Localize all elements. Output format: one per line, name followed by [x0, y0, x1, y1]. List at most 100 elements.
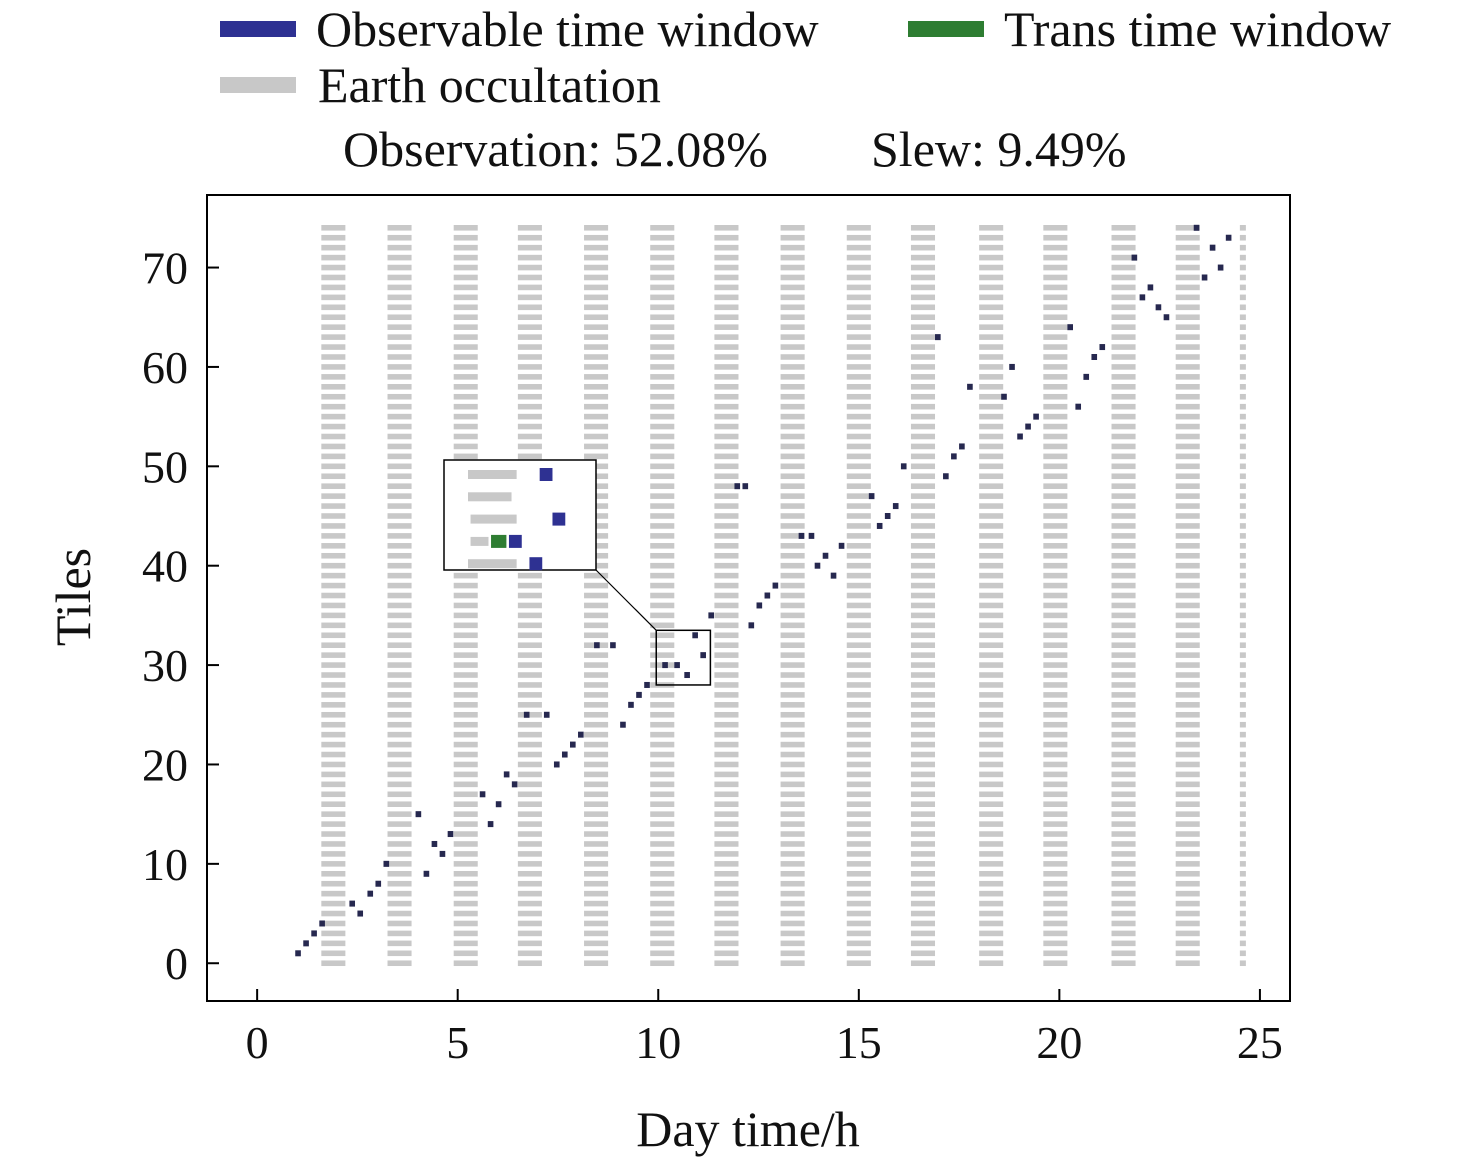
occultation-bar [1111, 244, 1136, 251]
occultation-bar [910, 721, 936, 728]
occultation-bar [910, 900, 936, 907]
observation-mark [511, 781, 518, 788]
occultation-bar [846, 811, 871, 817]
occultation-bar [1239, 731, 1246, 738]
y-tick-label: 0 [165, 938, 188, 989]
occultation-bar [979, 562, 1004, 569]
occultation-bar [1043, 791, 1068, 798]
occultation-bar [321, 711, 346, 718]
occultation-bar [910, 244, 936, 251]
occultation-bar [1111, 642, 1136, 648]
occultation-bar [1175, 781, 1200, 788]
occultation-bar [650, 672, 675, 678]
occultation-bar [321, 702, 346, 708]
occultation-bar [650, 225, 675, 231]
occultation-bar [650, 950, 675, 957]
occultation-bar [910, 254, 936, 261]
occultation-bar [846, 711, 871, 718]
occultation-bar [517, 711, 542, 718]
occultation-bar [1239, 960, 1246, 967]
occultation-bar [1175, 264, 1200, 271]
occultation-bar [1175, 284, 1200, 291]
occultation-bar [910, 761, 936, 768]
occultation-bar [1239, 751, 1246, 758]
occultation-bar [1043, 692, 1068, 698]
occultation-bar [584, 930, 609, 937]
occultation-bar [1111, 503, 1136, 509]
occultation-bar [910, 771, 936, 778]
occultation-bar [714, 672, 739, 678]
occultation-bar [910, 453, 936, 460]
observation-mark [423, 870, 430, 877]
occultation-bar [1111, 622, 1136, 629]
occultation-bar [780, 781, 805, 788]
occultation-bar [453, 930, 478, 937]
occultation-bar [979, 761, 1004, 768]
occultation-bar [321, 552, 346, 559]
occultation-bar [321, 920, 346, 927]
occultation-bar [387, 433, 412, 440]
occultation-bar [650, 612, 675, 619]
observation-mark [935, 334, 941, 341]
occultation-bar [517, 364, 542, 370]
occultation-bar [387, 930, 412, 937]
occultation-bar [780, 771, 805, 778]
occultation-bar [1239, 890, 1246, 897]
occultation-bar [979, 731, 1004, 738]
occultation-bar [846, 642, 871, 648]
observation-stat: Observation: 52.08% [343, 121, 768, 177]
occultation-bar [1111, 771, 1136, 778]
occultation-bar [846, 413, 871, 420]
occultation-bar [453, 831, 478, 837]
occultation-bar [1175, 632, 1200, 639]
occultation-bar [714, 910, 739, 917]
occultation-bar [387, 890, 412, 897]
occultation-bar [453, 880, 478, 887]
occultation-bar [1175, 811, 1200, 817]
occultation-bar [714, 711, 739, 718]
occultation-bar [714, 572, 739, 579]
occultation-bar [584, 602, 609, 609]
occultation-bar [453, 861, 478, 867]
occultation-bar [1111, 821, 1136, 827]
occultation-bar [1111, 284, 1136, 291]
observation-mark [943, 473, 949, 480]
occultation-bar [1111, 264, 1136, 271]
occultation-bar [979, 900, 1004, 907]
occultation-bar [910, 871, 936, 877]
occultation-bar [1239, 443, 1246, 450]
occultation-bar [517, 264, 542, 271]
occultation-bar [714, 821, 739, 827]
occultation-bar [1175, 354, 1200, 360]
occultation-bar [517, 324, 542, 330]
occultation-bar [517, 443, 542, 450]
occultation-bar [714, 453, 739, 460]
occultation-bar [650, 940, 675, 947]
occultation-bar [1111, 572, 1136, 579]
occultation-bar [650, 344, 675, 350]
occultation-bar [453, 920, 478, 927]
occultation-bar [321, 374, 346, 380]
occultation-bar [584, 940, 609, 947]
occultation-bar [979, 374, 1004, 380]
occultation-bar [780, 612, 805, 619]
occultation-bar [1175, 274, 1200, 281]
occultation-bar [910, 711, 936, 718]
occultation-bar [1239, 781, 1246, 788]
occultation-bar [650, 473, 675, 480]
observation-mark [1193, 224, 1200, 231]
occultation-bar [1043, 632, 1068, 639]
occultation-bar [780, 692, 805, 698]
occultation-bar [846, 662, 871, 668]
legend-swatch-observable [220, 21, 296, 37]
occultation-bar [387, 304, 412, 311]
occultation-bar [584, 254, 609, 261]
occultation-bar [1111, 841, 1136, 847]
occultation-bar [1175, 731, 1200, 738]
occultation-bar [1111, 364, 1136, 370]
occultation-bar [517, 393, 542, 400]
occultation-bar [846, 344, 871, 350]
occultation-bar [517, 920, 542, 927]
occultation-bar [1239, 761, 1246, 768]
